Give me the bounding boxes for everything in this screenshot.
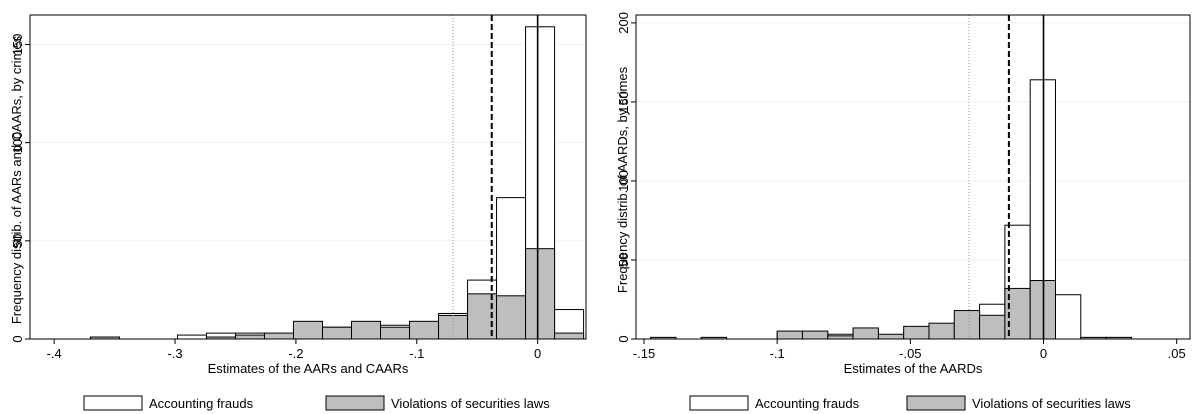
securities-violations-bar [380, 326, 411, 340]
left-x-axis-title: Estimates of the AARs and CAARs [208, 361, 409, 376]
y-tick-label: 0 [10, 335, 25, 342]
securities-violations-bar [496, 295, 527, 340]
right-legend-label-securities: Violations of securities laws [972, 396, 1131, 411]
x-tick-label: -.05 [899, 346, 921, 361]
left-panel: 0 50 100 150 -.4 -.3 -.2 -.1 0 Frequency distri… [9, 14, 587, 411]
right-x-axis-title: Estimates of the AARDs [844, 361, 983, 376]
securities-violations-bar [852, 327, 879, 340]
y-tick-label: 50 [10, 234, 25, 248]
x-tick-label: -.15 [633, 346, 655, 361]
x-tick-label: 0 [534, 346, 541, 361]
right-legend: Accounting frauds Violations of securiti… [689, 395, 1131, 411]
right-y-axis: 0 50 100 150 200 [616, 12, 636, 343]
y-tick-label: 100 [10, 132, 25, 154]
securities-violations-bar [877, 333, 905, 340]
securities-violations-bar [903, 325, 930, 340]
accounting-frauds-bar [176, 334, 207, 340]
x-tick-label: -.3 [167, 346, 182, 361]
right-y-axis-title: Frequency distrib. of AARDs, by crimes [615, 66, 630, 293]
securities-violations-bar [292, 320, 324, 340]
left-gridlines [30, 43, 586, 242]
securities-violations-bar [928, 322, 955, 340]
securities-violations-bar [776, 330, 803, 340]
left-legend-label-securities: Violations of securities laws [391, 396, 550, 411]
right-gridlines [636, 22, 1190, 261]
right-plot-frame [635, 14, 1191, 340]
left-legend-swatch-securities [325, 395, 385, 411]
x-tick-label: -.2 [288, 346, 303, 361]
left-plot-frame [29, 14, 587, 340]
left-legend-label-accounting: Accounting frauds [149, 396, 254, 411]
right-accounting-bars [650, 79, 1132, 340]
securities-violations-bar [801, 330, 829, 340]
left-legend-swatch-accounting [83, 395, 143, 411]
x-tick-label: -.1 [409, 346, 424, 361]
y-tick-label: 0 [616, 335, 631, 342]
left-legend: Accounting frauds Violations of securiti… [83, 395, 550, 411]
y-tick-label: 50 [616, 253, 631, 267]
right-reference-lines [968, 15, 1045, 339]
y-tick-label: 150 [10, 34, 25, 56]
right-legend-swatch-securities [906, 395, 966, 411]
left-y-axis: 0 50 100 150 [10, 34, 30, 343]
x-tick-label: -.1 [770, 346, 785, 361]
x-tick-label: -.4 [47, 346, 62, 361]
left-accounting-bars [89, 26, 585, 340]
securities-violations-bar [409, 320, 440, 340]
left-x-axis: -.4 -.3 -.2 -.1 0 [47, 339, 541, 361]
right-x-axis: -.15 -.1 -.05 0 .05 [633, 339, 1186, 361]
left-securities-bars [89, 248, 585, 340]
y-tick-label: 150 [616, 91, 631, 113]
securities-violations-bar [953, 310, 981, 340]
securities-violations-bar [554, 332, 585, 340]
right-legend-label-accounting: Accounting frauds [755, 396, 860, 411]
y-tick-label: 100 [616, 170, 631, 192]
right-legend-swatch-accounting [689, 395, 749, 411]
securities-violations-bar [322, 326, 353, 340]
y-tick-label: 200 [616, 12, 631, 34]
x-tick-label: 0 [1040, 346, 1047, 361]
right-panel: 0 50 100 150 200 -.15 -.1 -.05 0 .05 Frequency d… [615, 12, 1191, 411]
securities-violations-bar [263, 332, 294, 340]
left-reference-lines [452, 15, 539, 339]
x-tick-label: .05 [1168, 346, 1186, 361]
left-y-axis-title: Frequency distrib. of AARs and CAARs, by… [9, 35, 24, 324]
securities-violations-bar [234, 334, 265, 340]
securities-violations-bar [525, 248, 556, 340]
securities-violations-bar [351, 320, 382, 340]
accounting-frauds-bar [1054, 294, 1082, 340]
securities-violations-bar [979, 314, 1006, 340]
